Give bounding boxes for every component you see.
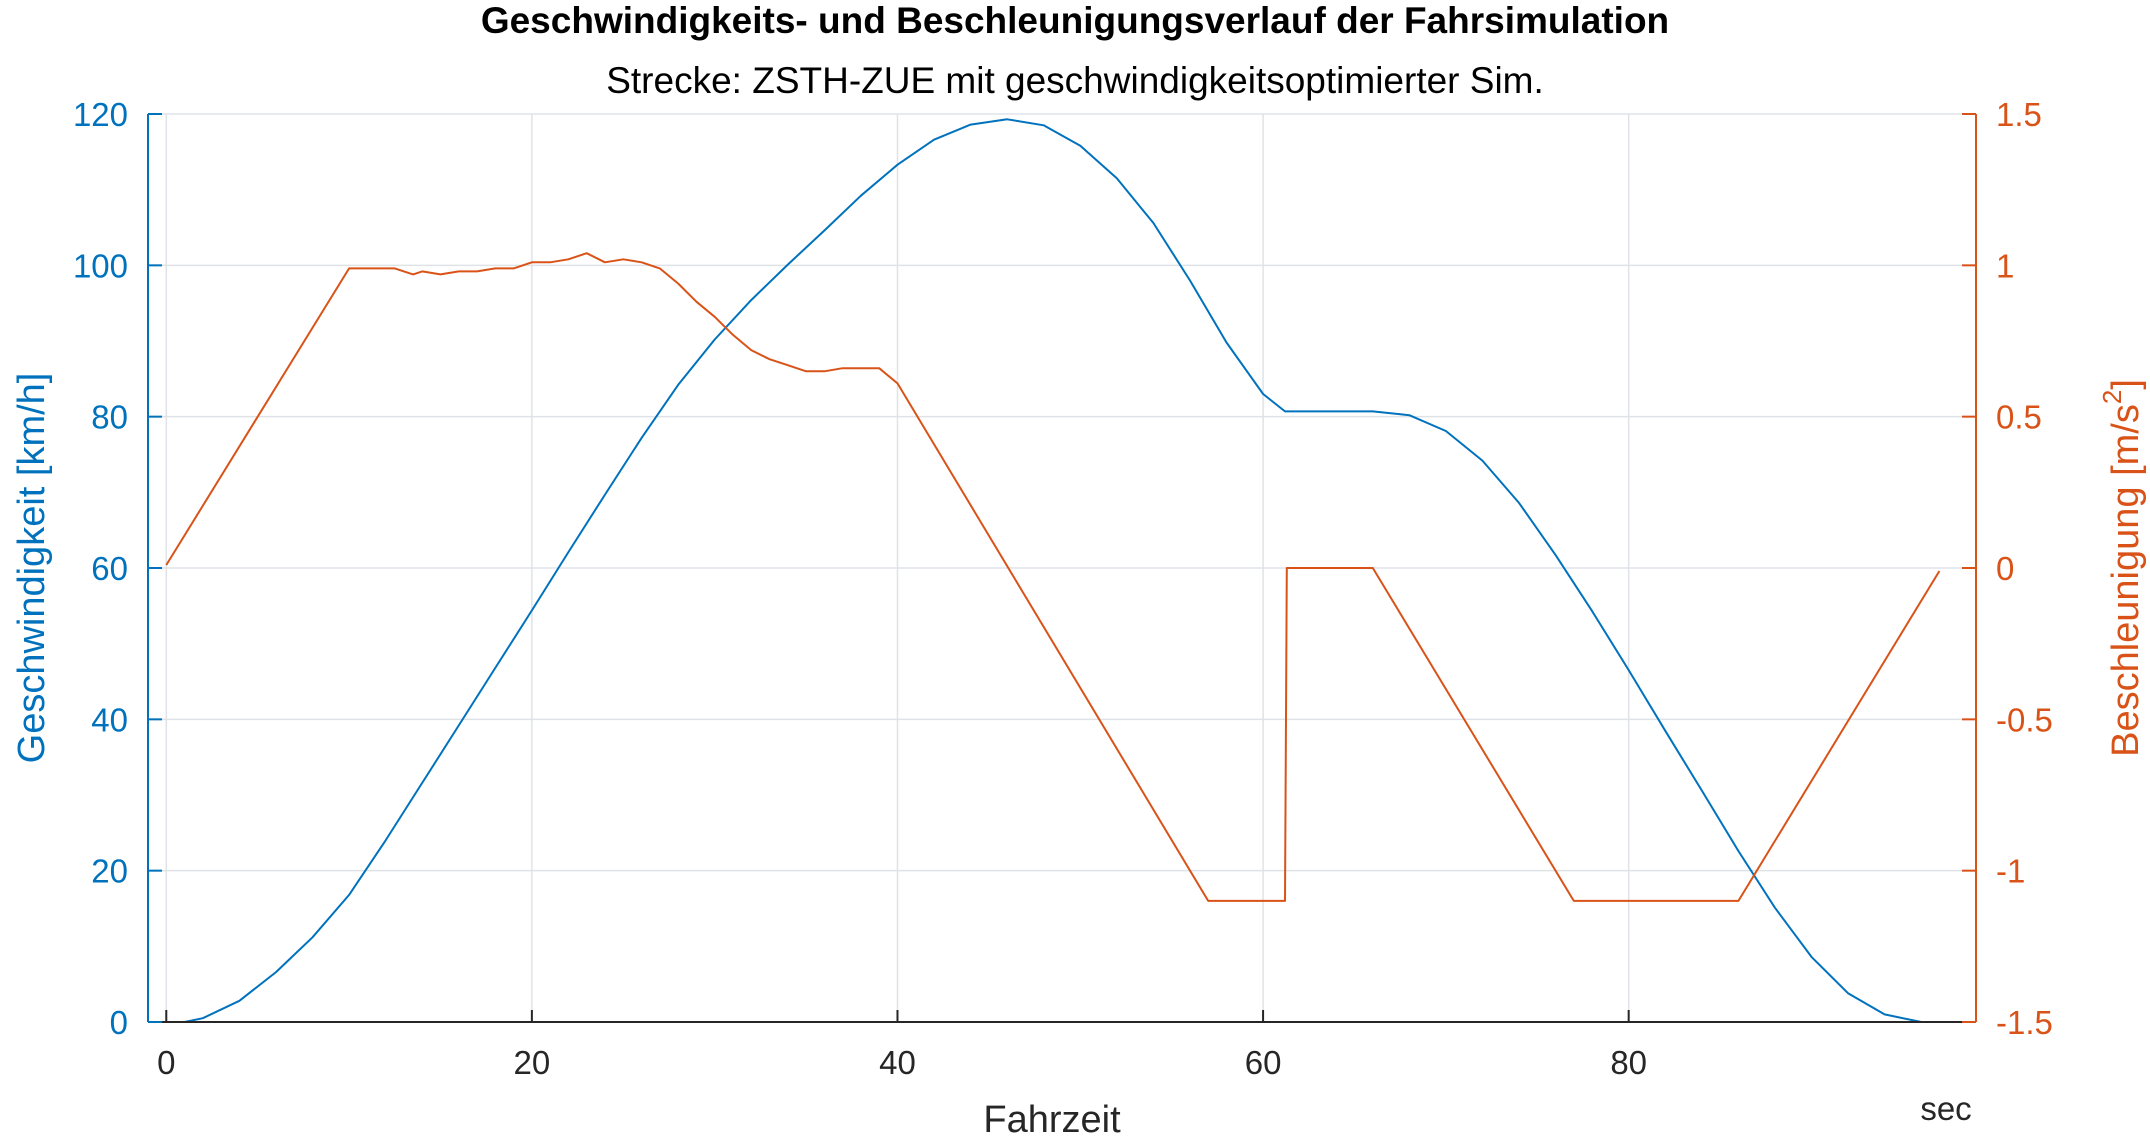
right-y-axis-label: Beschleunigung [m/s2] xyxy=(2097,379,2147,757)
axes xyxy=(147,113,1977,1023)
speed-series-line xyxy=(166,118,1940,1023)
axis-labels: 0 20 40 60 80 0 20 40 60 80 100 120 -1.5 -1 -0.5 0 0.5 1 1… xyxy=(11,96,2147,1141)
right-y-tick-label: -0.5 xyxy=(1996,701,2053,738)
left-y-tick-label: 40 xyxy=(91,701,128,738)
x-tick-label: 20 xyxy=(514,1044,551,1081)
x-axis-label: Fahrzeit xyxy=(983,1099,1121,1141)
right-y-tick-label: 0 xyxy=(1996,550,2014,587)
x-tick-label: 40 xyxy=(879,1044,916,1081)
right-y-tick-label: 1.5 xyxy=(1996,96,2042,133)
left-y-tick-label: 80 xyxy=(91,399,128,436)
x-tick-label: 0 xyxy=(157,1044,175,1081)
left-y-tick-label: 20 xyxy=(91,853,128,890)
accel-series-line xyxy=(165,252,1941,902)
left-y-axis-label: Geschwindigkeit [km/h] xyxy=(11,373,53,764)
right-y-tick-label: 1 xyxy=(1996,247,2014,284)
grid xyxy=(148,113,1976,1023)
right-y-tick-label: 0.5 xyxy=(1996,399,2042,436)
left-y-tick-label: 0 xyxy=(110,1004,128,1041)
x-tick-label: 60 xyxy=(1245,1044,1282,1081)
right-y-axis-label-close: ] xyxy=(2105,379,2147,390)
left-y-tick-label: 120 xyxy=(73,96,128,133)
chart-subtitle: Strecke: ZSTH-ZUE mit geschwindigkeitsop… xyxy=(606,60,1544,101)
right-y-axis-label-main: Beschleunigung [m/s xyxy=(2105,404,2147,757)
right-y-tick-label: -1 xyxy=(1996,853,2025,890)
series-layer xyxy=(165,118,1941,1023)
right-y-axis-label-sup: 2 xyxy=(2097,390,2127,404)
x-axis-unit: sec xyxy=(1920,1090,1971,1127)
x-tick-label: 80 xyxy=(1610,1044,1647,1081)
right-y-tick-label: -1.5 xyxy=(1996,1004,2053,1041)
left-y-tick-label: 100 xyxy=(73,247,128,284)
chart-title: Geschwindigkeits- und Beschleunigungsver… xyxy=(480,0,1670,41)
left-y-tick-label: 60 xyxy=(91,550,128,587)
